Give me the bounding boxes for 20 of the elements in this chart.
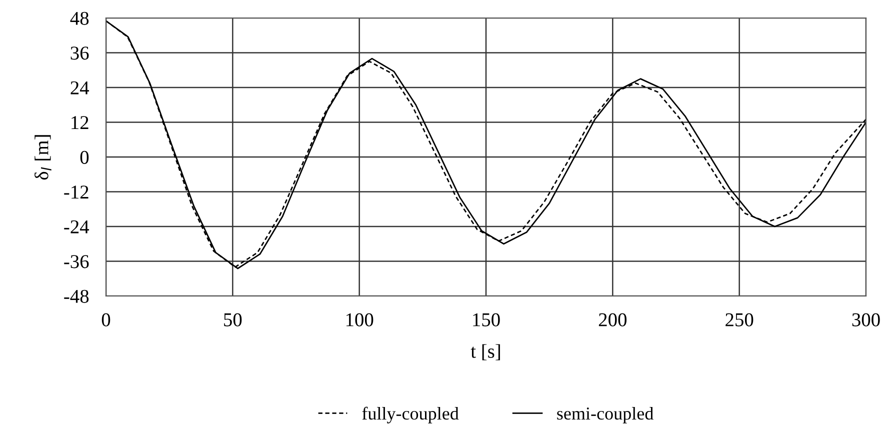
y-axis-title: δ$_{l}$ [m] <box>34 135 52 180</box>
y-tick-label: 48 <box>70 12 89 25</box>
x-tick-label: 150 <box>473 313 500 326</box>
x-tick-label: 100 <box>346 313 374 326</box>
y-tick-label: -48 <box>64 290 89 303</box>
y-tick-label: 36 <box>70 46 89 60</box>
x-tick-label: 50 <box>224 313 242 326</box>
y-tick-label: 0 <box>80 150 89 164</box>
x-tick-label: 250 <box>726 313 754 326</box>
x-tick-label: 0 <box>102 313 110 326</box>
x-axis-title: t [s] <box>470 344 500 360</box>
y-tick-label: -12 <box>64 186 88 198</box>
y-tick-label: 24 <box>70 81 90 94</box>
y-tick-label: 12 <box>72 116 88 129</box>
x-tick-label: 300 <box>852 313 880 326</box>
legend-label: fully-coupled <box>362 406 459 424</box>
y-tick-label: -36 <box>64 255 89 268</box>
y-tick-label: -24 <box>64 220 90 234</box>
legend-label: semi-coupled <box>557 406 654 424</box>
x-tick-label: 200 <box>598 313 627 326</box>
